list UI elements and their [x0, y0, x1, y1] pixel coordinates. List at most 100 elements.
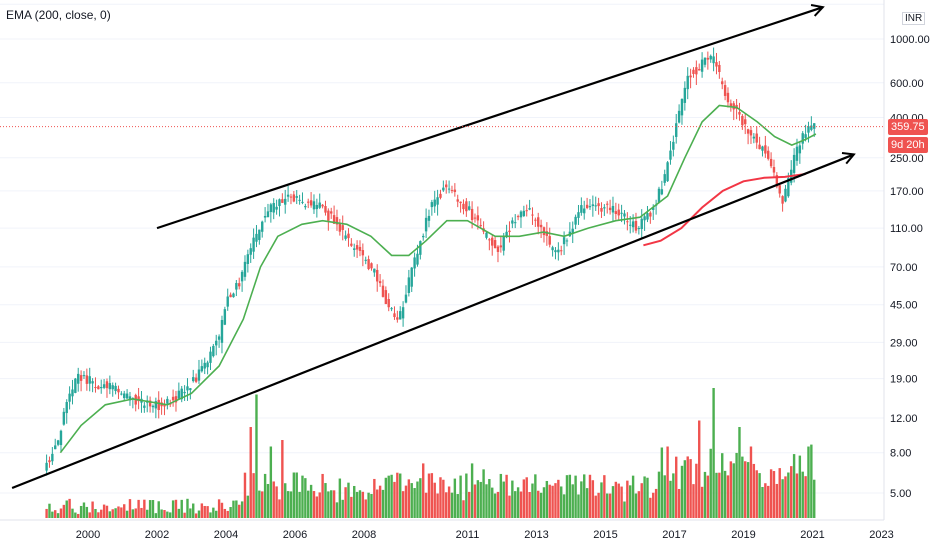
candle-body — [226, 296, 229, 307]
candle-body — [281, 199, 284, 203]
candle-body — [488, 239, 491, 241]
candle-body — [617, 209, 620, 216]
volume-bar — [396, 472, 399, 518]
volume-bar — [163, 510, 166, 518]
volume-bar — [761, 486, 764, 518]
candle-body — [309, 200, 313, 206]
volume-bar — [790, 466, 793, 518]
candle-body — [209, 351, 212, 363]
volume-bar — [634, 493, 638, 518]
candle-body — [795, 146, 799, 161]
candle-body — [82, 375, 86, 377]
candle-body — [594, 205, 597, 207]
volume-bar — [672, 473, 675, 518]
candle-body — [232, 293, 235, 298]
volume-bar — [68, 498, 71, 518]
volume-bar — [376, 489, 379, 518]
candle-body — [419, 241, 422, 255]
indicator-legend[interactable]: EMA (200, close, 0) — [6, 8, 111, 22]
volume-bar — [603, 475, 606, 518]
volume-bar — [424, 492, 428, 518]
volume-bar — [111, 509, 114, 518]
candle-body — [344, 235, 347, 239]
candle-body — [51, 453, 54, 462]
candle-body — [304, 205, 307, 208]
volume-bar — [680, 465, 684, 518]
volume-bar — [54, 510, 57, 518]
candle-body — [189, 388, 192, 391]
time-tick-label: 2000 — [76, 529, 100, 541]
volume-bar — [284, 483, 287, 518]
candle-body — [807, 126, 810, 133]
volume-bar — [321, 473, 324, 518]
volume-bar — [238, 504, 241, 518]
candle-body — [436, 197, 439, 205]
candle-body — [48, 460, 51, 463]
time-tick-label: 2017 — [662, 529, 686, 541]
candle-body — [422, 235, 425, 238]
candle-body — [798, 145, 802, 154]
candle-body — [117, 388, 120, 393]
time-tick-label: 2023 — [869, 529, 893, 541]
volume-bar — [631, 475, 635, 518]
candle-body — [275, 206, 278, 210]
candle-body — [71, 389, 74, 397]
volume-bar — [401, 491, 405, 518]
volume-bar — [117, 506, 120, 518]
trendline-lower[interactable] — [11, 153, 855, 490]
candle-body — [163, 403, 166, 407]
volume-bar — [200, 503, 204, 518]
candle-body — [603, 207, 606, 209]
volume-bar — [585, 488, 589, 518]
candle-body — [491, 237, 494, 246]
volume-bar — [266, 483, 270, 518]
candle-body — [192, 377, 195, 382]
volume-bar — [97, 512, 100, 518]
volume-bar — [554, 483, 557, 518]
candle-body — [554, 250, 557, 253]
volume-bar — [212, 507, 215, 518]
volume-bar — [715, 472, 718, 518]
volume-bar — [502, 481, 505, 518]
volume-bar — [568, 474, 572, 518]
time-tick-label: 2011 — [456, 529, 480, 541]
candle-body — [289, 196, 293, 198]
volume-bar — [48, 503, 51, 518]
ema-short-line — [59, 104, 817, 454]
volume-bar — [683, 460, 687, 518]
candle-body — [200, 366, 204, 372]
volume-bar — [468, 491, 471, 518]
candle-body — [675, 123, 678, 137]
time-tick-label: 2013 — [524, 529, 548, 541]
volume-bar — [71, 508, 74, 518]
currency-badge[interactable]: INR — [902, 12, 926, 25]
candle-body — [186, 386, 189, 391]
volume-bar — [105, 505, 109, 518]
volume-bar — [764, 483, 767, 518]
volume-bar — [289, 491, 293, 518]
ema-lines — [59, 104, 817, 454]
time-axis[interactable]: 2000 2002 2004 2006 2008 2011 2013 2015 2017 2019… — [76, 529, 894, 541]
candle-body — [600, 207, 603, 212]
price-axis[interactable]: 5.00 8.00 12.00 19.00 29.00 45.00 70.00 110.00 1… — [890, 34, 930, 500]
candle-body — [692, 69, 695, 74]
volume-bar — [407, 479, 411, 518]
candle-body — [470, 208, 474, 221]
volume-bar — [654, 488, 658, 518]
candle-body — [137, 396, 140, 402]
volume-bar — [358, 490, 362, 518]
volume-bar — [646, 477, 649, 518]
candle-body — [706, 57, 710, 60]
candle-body — [128, 396, 132, 401]
volume-bar — [798, 455, 802, 518]
candle-body — [330, 211, 333, 214]
volume-bar — [367, 492, 370, 518]
trendline-upper[interactable] — [156, 6, 824, 230]
candle-body — [272, 202, 275, 213]
candle-body — [243, 261, 247, 277]
trendlines[interactable] — [11, 4, 856, 490]
candle-body — [672, 141, 675, 150]
volume-bar — [304, 478, 307, 518]
volume-bar — [335, 502, 339, 518]
